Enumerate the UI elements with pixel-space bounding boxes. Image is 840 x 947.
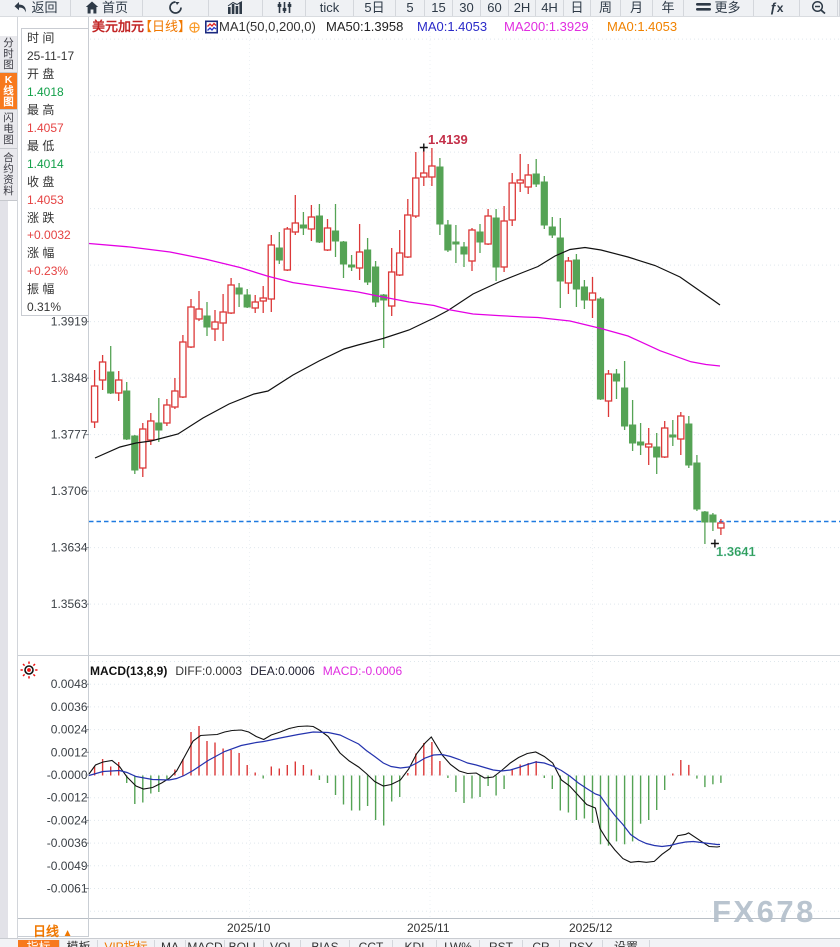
svg-text:-0.0061: -0.0061 xyxy=(47,882,88,896)
svg-text:-0.0049: -0.0049 xyxy=(47,859,88,873)
svg-text:1.3848: 1.3848 xyxy=(51,371,88,385)
svg-text:1.3919: 1.3919 xyxy=(51,315,88,329)
svg-text:0.0036: 0.0036 xyxy=(51,700,88,714)
svg-text:1.3634: 1.3634 xyxy=(51,541,88,555)
svg-text:1.3563: 1.3563 xyxy=(51,597,88,611)
svg-text:0.0012: 0.0012 xyxy=(51,745,88,759)
svg-text:1.3777: 1.3777 xyxy=(51,428,88,442)
svg-text:FX678: FX678 xyxy=(712,894,816,929)
svg-text:0.0048: 0.0048 xyxy=(51,677,88,691)
svg-text:-0.0036: -0.0036 xyxy=(47,836,88,850)
svg-text:1.4139: 1.4139 xyxy=(428,132,468,147)
svg-text:-0.0000: -0.0000 xyxy=(47,768,88,782)
svg-text:1.3641: 1.3641 xyxy=(716,544,756,559)
svg-text:-0.0024: -0.0024 xyxy=(47,813,88,827)
svg-text:1.3706: 1.3706 xyxy=(51,484,88,498)
svg-text:-0.0012: -0.0012 xyxy=(47,791,88,805)
svg-text:0.0024: 0.0024 xyxy=(51,723,88,737)
